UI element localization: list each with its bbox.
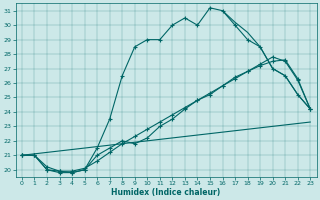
X-axis label: Humidex (Indice chaleur): Humidex (Indice chaleur) [111, 188, 221, 197]
